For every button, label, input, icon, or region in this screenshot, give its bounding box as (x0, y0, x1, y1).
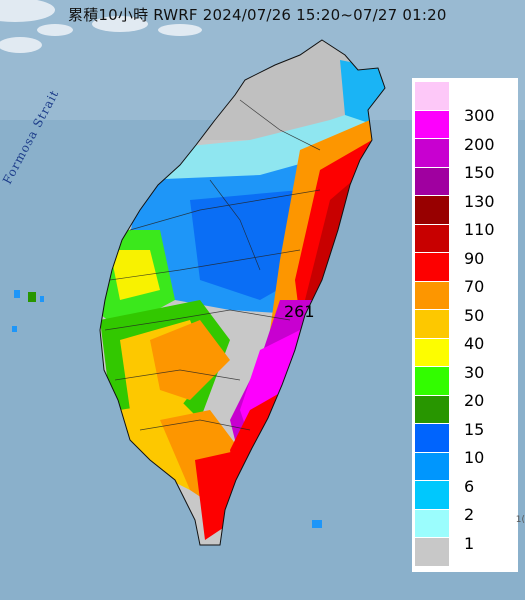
legend-swatch (415, 395, 449, 423)
legend-label: 6 (464, 476, 475, 496)
legend-label: 150 (464, 163, 495, 183)
legend-swatch (415, 281, 449, 309)
legend-label: 70 (464, 277, 485, 297)
legend-label: 1 (464, 533, 475, 553)
legend-label: 2 (464, 505, 475, 525)
legend-swatch (415, 481, 449, 509)
legend-swatch (415, 167, 449, 195)
legend-swatch (415, 310, 449, 338)
legend-swatch (415, 509, 449, 537)
legend-label: 110 (464, 220, 495, 240)
legend-label: 40 (464, 334, 485, 354)
legend-swatch (415, 196, 449, 224)
legend-swatch (415, 253, 449, 281)
legend-label: 200 (464, 134, 495, 154)
legend-swatch (415, 338, 449, 366)
legend-swatch (415, 110, 449, 138)
legend-label: 50 (464, 305, 485, 325)
legend-swatch (415, 82, 449, 110)
legend-swatch (415, 224, 449, 252)
max-value-label: 261 (284, 302, 315, 321)
legend-swatch (415, 538, 449, 566)
map-title: 累積10小時 RWRF 2024/07/26 15:20~07/27 01:20 (68, 6, 447, 24)
legend-swatch (415, 424, 449, 452)
legend-swatch (415, 452, 449, 480)
corner-mark: 1( (515, 515, 525, 525)
legend-swatch (415, 367, 449, 395)
legend-label: 30 (464, 362, 485, 382)
legend-label: 90 (464, 248, 485, 268)
legend-label: 15 (464, 419, 485, 439)
legend-label: 130 (464, 191, 495, 211)
legend-label: 20 (464, 391, 485, 411)
legend-label: 10 (464, 448, 485, 468)
legend-label: 300 (464, 106, 495, 126)
color-legend: 300 200 150 130 110 90 70 50 40 30 20 15 10 6 2 1 (412, 78, 518, 572)
legend-swatch (415, 139, 449, 167)
